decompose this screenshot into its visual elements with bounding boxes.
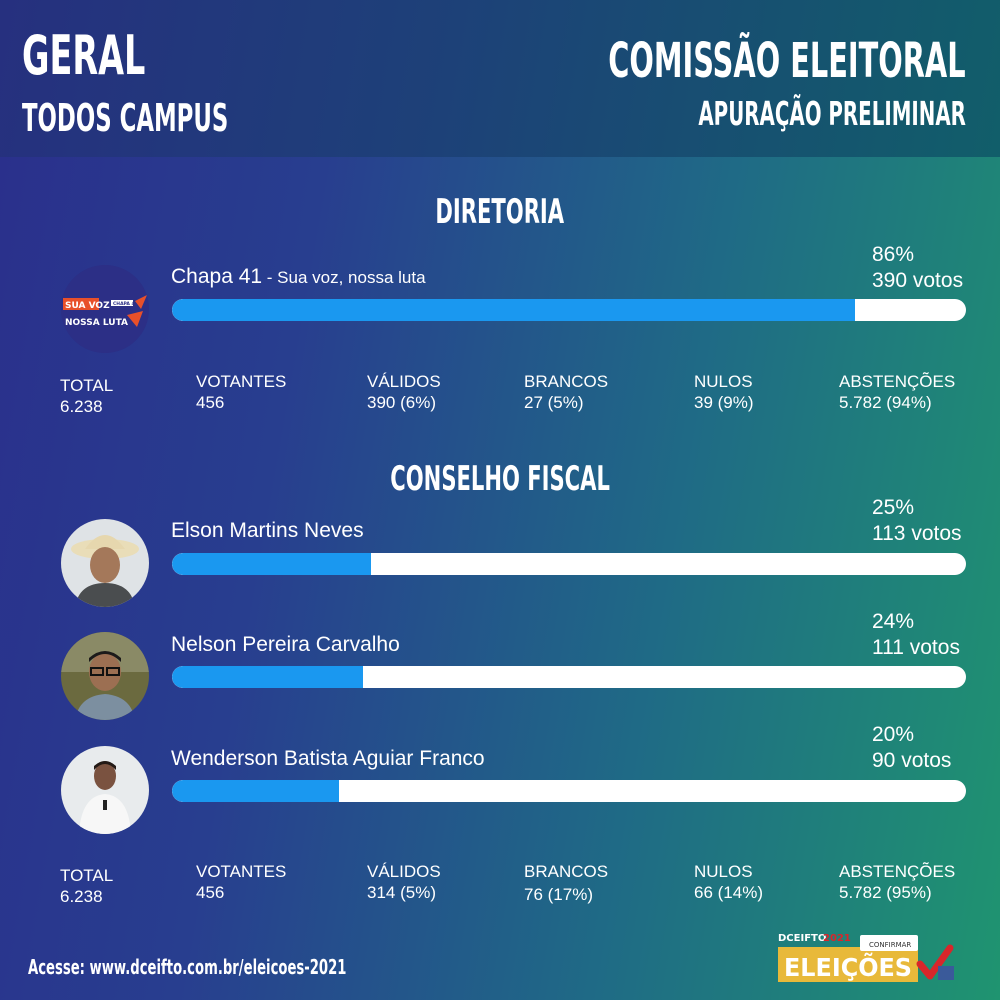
candidate-percent: 86% 390 votos — [872, 243, 964, 292]
stat-nulos: NULOS 39 (9%) — [694, 372, 754, 412]
candidate-percent: 25% 113 votos — [872, 496, 962, 545]
svg-text:ELEIÇÕES: ELEIÇÕES — [784, 952, 912, 982]
stat-validos: VÁLIDOS 390 (6%) — [367, 372, 441, 412]
candidate-name: Wenderson Batista Aguiar Franco — [171, 747, 485, 770]
header-left-title: GERAL — [22, 24, 146, 87]
candidate-name: Elson Martins Neves — [171, 519, 364, 542]
svg-text:2021: 2021 — [823, 933, 851, 944]
vote-bar-track — [172, 299, 966, 321]
header-band — [0, 0, 1000, 157]
svg-text:NOSSA LUTA: NOSSA LUTA — [65, 318, 128, 328]
svg-text:CHAPA 41: CHAPA 41 — [113, 301, 138, 307]
chapa-41-logo: SUA VOZ ⁠ CHAPA 41 NOSSA LUTA — [61, 265, 149, 353]
stat-brancos: BRANCOS 76 (17%) — [524, 862, 609, 904]
footer-url: Acesse: www.dceifto.com.br/eleicoes-2021 — [28, 955, 347, 979]
svg-text:CONFIRMAR: CONFIRMAR — [869, 941, 911, 949]
stat-votantes: VOTANTES 456 — [196, 372, 287, 412]
candidate-name: Nelson Pereira Carvalho — [171, 633, 400, 656]
stat-total: TOTAL 6.238 — [60, 866, 114, 906]
candidate-photo — [61, 519, 149, 607]
candidate-percent: 20% 90 votos — [872, 723, 952, 772]
stat-votantes: VOTANTES 456 — [196, 862, 287, 902]
stat-brancos: BRANCOS 27 (5%) — [524, 372, 609, 412]
candidate-name: Chapa 41 - Sua voz, nossa luta — [171, 265, 426, 288]
candidate-photo — [61, 746, 149, 834]
vote-bar-track — [172, 780, 966, 802]
header-left-subtitle: TODOS CAMPUS — [22, 96, 229, 140]
vote-bar-fill — [172, 299, 855, 321]
stat-validos: VÁLIDOS 314 (5%) — [367, 862, 441, 902]
candidate-photo — [61, 632, 149, 720]
candidate-percent: 24% 111 votos — [872, 610, 960, 659]
header-right-subtitle: APURAÇÃO PRELIMINAR — [698, 94, 966, 133]
vote-bar-fill — [172, 666, 363, 688]
svg-text:DCEIFTO: DCEIFTO — [778, 933, 826, 944]
vote-bar-fill — [172, 553, 371, 575]
stat-total: TOTAL 6.238 — [60, 376, 114, 416]
eleicoes-logo: DCEIFTO 2021 CONFIRMAR ELEIÇÕES — [778, 930, 968, 986]
header-right-title: COMISSÃO ELEITORAL — [608, 33, 966, 89]
vote-bar-track — [172, 666, 966, 688]
stat-abstencoes: ABSTENÇÕES 5.782 (94%) — [839, 372, 956, 412]
vote-bar-track — [172, 553, 966, 575]
stat-nulos: NULOS 66 (14%) — [694, 862, 763, 902]
svg-text:SUA VOZ: SUA VOZ — [65, 301, 110, 311]
stat-abstencoes: ABSTENÇÕES 5.782 (95%) — [839, 862, 956, 902]
section-title-diretoria: DIRETORIA — [435, 192, 565, 232]
vote-bar-fill — [172, 780, 339, 802]
section-title-conselho-fiscal: CONSELHO FISCAL — [390, 459, 610, 499]
